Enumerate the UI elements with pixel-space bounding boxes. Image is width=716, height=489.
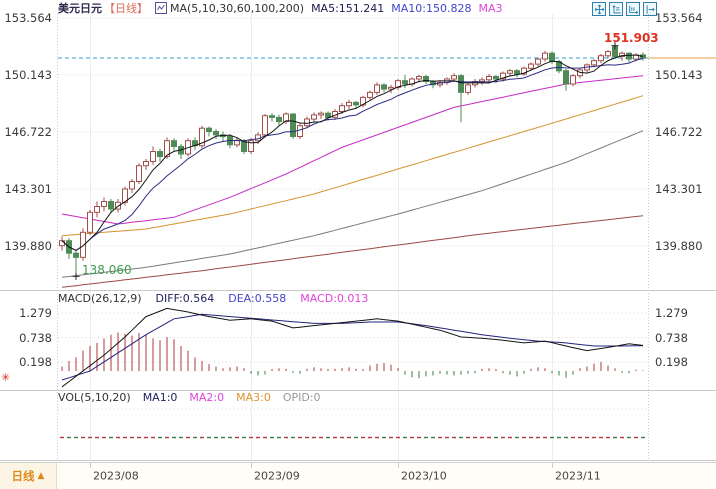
macd-macd-value: MACD:0.013 — [300, 292, 369, 305]
vol-ma3-value: MA3:0 — [236, 391, 271, 404]
period-label: 日线 — [11, 469, 35, 483]
pan-crosshair-icon[interactable] — [592, 2, 606, 16]
x-axis-tick — [251, 463, 252, 468]
x-axis-date-label: 2023/11 — [555, 469, 601, 483]
indicator-settings-icon[interactable] — [155, 2, 167, 14]
vol-opid-value: OPID:0 — [282, 391, 321, 404]
bottom-bar: 日线 ▲ 2023/08 2023/09 2023/10 2023/11 — [0, 462, 716, 489]
x-axis-tick — [90, 463, 91, 468]
ma5-value: MA5:151.241 — [311, 1, 385, 15]
x-axis-tick — [552, 463, 553, 468]
x-axis-tick — [398, 463, 399, 468]
macd-diff-value: DIFF:0.564 — [155, 292, 215, 305]
ma-settings-label: MA(5,10,30,60,100,200) — [170, 1, 305, 15]
ma10-value: MA10:150.828 — [391, 1, 472, 15]
period-selector[interactable]: 日线 ▲ — [0, 463, 57, 489]
chart-header: 美元日元 【日线】 MA(5,10,30,60,100,200) MA5:151… — [58, 1, 503, 16]
ma30-value: MA3 — [478, 1, 503, 15]
symbol-name: 美元日元 — [58, 2, 102, 15]
pan-right-icon[interactable] — [643, 2, 657, 16]
macd-panel-header: MACD(26,12,9) DIFF:0.564 DEA:0.558 MACD:… — [58, 292, 368, 305]
chart-toolbar — [592, 2, 657, 16]
macd-settings-label: MACD(26,12,9) — [58, 292, 142, 305]
macd-dea-value: DEA:0.558 — [228, 292, 287, 305]
triangle-up-icon: ▲ — [37, 471, 45, 481]
scale-x-axis-icon[interactable] — [626, 2, 640, 16]
period-tag: 【日线】 — [104, 2, 148, 15]
x-axis-date-label: 2023/09 — [254, 469, 300, 483]
alert-marker-icon[interactable]: ✳ — [1, 371, 11, 384]
x-axis-date-label: 2023/10 — [401, 469, 447, 483]
vol-ma1-value: MA1:0 — [142, 391, 178, 404]
vol-ma2-value: MA2:0 — [189, 391, 225, 404]
x-axis-date-label: 2023/08 — [93, 469, 139, 483]
scale-y-axis-icon[interactable] — [609, 2, 623, 16]
vol-settings-label: VOL(5,10,20) — [58, 391, 131, 404]
volume-panel-header: VOL(5,10,20) MA1:0 MA2:0 MA3:0 OPID:0 — [58, 391, 321, 404]
